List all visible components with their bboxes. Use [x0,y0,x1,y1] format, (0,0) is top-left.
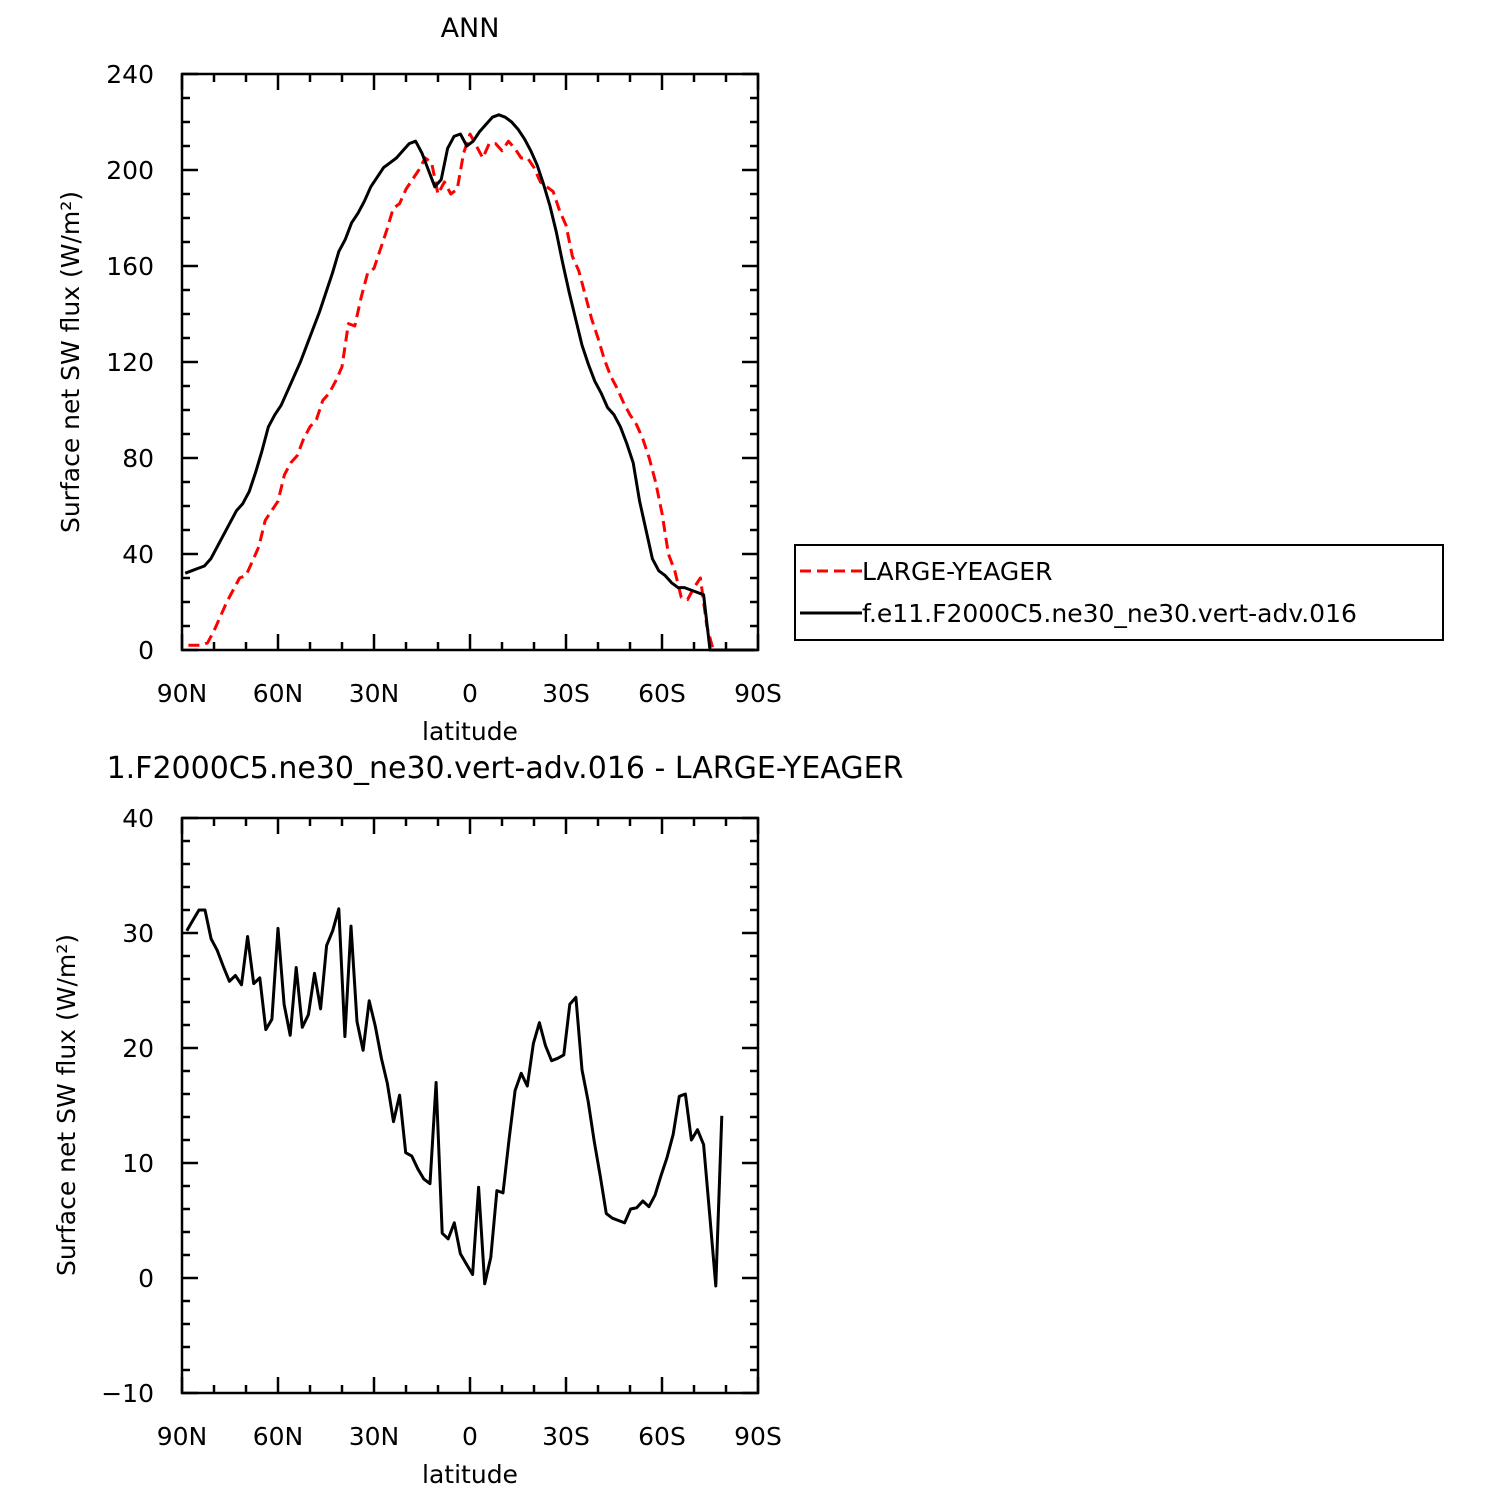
bottom-ytick-labels: −10 0 10 20 30 40 [101,804,154,1408]
top-xtick-label: 90N [157,679,208,708]
bottom-xtick-label: 90S [734,1422,782,1451]
legend-label-model: f.e11.F2000C5.ne30_ne30.vert-adv.016 [862,599,1357,628]
bottom-ytick-label: −10 [101,1379,154,1408]
top-series-layer [184,113,755,652]
top-ytick-labels: 0 40 80 120 160 200 240 [106,60,154,665]
top-x-axis-label: latitude [422,717,518,746]
top-series-line-1 [188,132,726,652]
bottom-ytick-label: 30 [122,919,154,948]
top-chart-title: ANN [441,13,500,44]
bottom-series-line-1 [185,907,724,1288]
top-ytick-label: 160 [106,252,154,281]
top-series-line-2 [184,113,755,652]
bottom-chart-title: 1.F2000C5.ne30_ne30.vert-adv.016 - LARGE… [107,751,904,786]
top-ytick-label: 0 [138,636,154,665]
top-xtick-label: 30S [542,679,590,708]
bottom-ytick-label: 40 [122,804,154,833]
top-ytick-label: 240 [106,60,154,89]
top-y-axis-label: Surface net SW flux (W/m²) [56,191,85,533]
legend: LARGE-YEAGER f.e11.F2000C5.ne30_ne30.ver… [794,544,1444,641]
bottom-ytick-label: 10 [122,1149,154,1178]
bottom-series-layer [185,907,724,1288]
bottom-ytick-label: 0 [138,1264,154,1293]
bottom-xtick-label: 30S [542,1422,590,1451]
bottom-y-axis-label: Surface net SW flux (W/m²) [52,934,81,1276]
top-xtick-label: 90S [734,679,782,708]
bottom-ytick-label: 20 [122,1034,154,1063]
bottom-xtick-label: 30N [349,1422,400,1451]
bottom-xtick-label: 0 [462,1422,478,1451]
legend-frame [794,544,1444,641]
bottom-panel: 1.F2000C5.ne30_ne30.vert-adv.016 - LARGE… [52,751,903,1489]
top-ytick-label: 200 [106,156,154,185]
top-xtick-label: 60N [253,679,304,708]
bottom-xtick-label: 60N [253,1422,304,1451]
bottom-xtick-label: 60S [638,1422,686,1451]
top-ytick-label: 80 [122,444,154,473]
top-xtick-label: 0 [462,679,478,708]
bottom-plot-frame [180,816,760,1395]
top-xtick-labels: 90N 60N 30N 0 30S 60S 90S [157,679,782,708]
bottom-x-axis-label: latitude [422,1460,518,1489]
bottom-xtick-labels: 90N 60N 30N 0 30S 60S 90S [157,1422,782,1451]
top-xtick-label: 60S [638,679,686,708]
top-ytick-label: 40 [122,540,154,569]
bottom-ticks [180,816,760,1395]
top-ticks [180,72,760,652]
top-ytick-label: 120 [106,348,154,377]
top-xtick-label: 30N [349,679,400,708]
bottom-xtick-label: 90N [157,1422,208,1451]
legend-label-large-yeager: LARGE-YEAGER [862,557,1052,586]
